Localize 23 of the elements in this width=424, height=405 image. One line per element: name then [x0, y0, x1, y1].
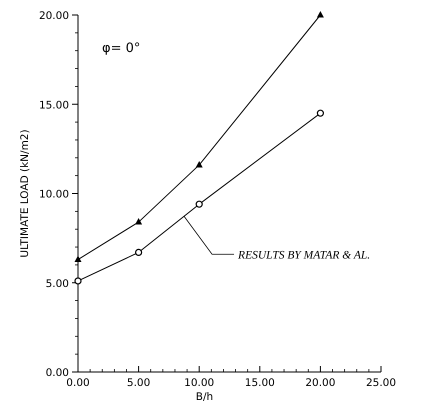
point	[135, 218, 142, 225]
y-tick-label: 20.00	[38, 10, 69, 22]
y-tick-label: 5.00	[46, 278, 69, 290]
y-tick-label: 10.00	[38, 188, 69, 200]
point	[316, 11, 324, 18]
y-tick-label: 15.00	[38, 99, 69, 112]
y-tick-label: 0.00	[46, 367, 69, 379]
x-tick-label: 20.00	[305, 377, 336, 389]
x-tick-label: 0.00	[66, 377, 90, 389]
x-tick-label: 10.00	[184, 377, 214, 389]
x-tick-label: 5.00	[126, 377, 150, 389]
point	[196, 160, 203, 168]
text: RESULTS BY MATAR & AL.	[237, 249, 370, 262]
point	[74, 256, 82, 262]
point	[135, 248, 142, 256]
point	[316, 110, 324, 117]
x-tick-label: 15.00	[244, 377, 275, 389]
annotation: φ= 0°	[102, 41, 140, 56]
y-axis-title: ULTIMATE LOAD (kN/m2)	[19, 129, 31, 258]
point	[196, 200, 203, 208]
point	[74, 277, 82, 285]
x-tick-label: 25.00	[366, 377, 396, 389]
x-axis-title: B/h	[196, 391, 214, 403]
